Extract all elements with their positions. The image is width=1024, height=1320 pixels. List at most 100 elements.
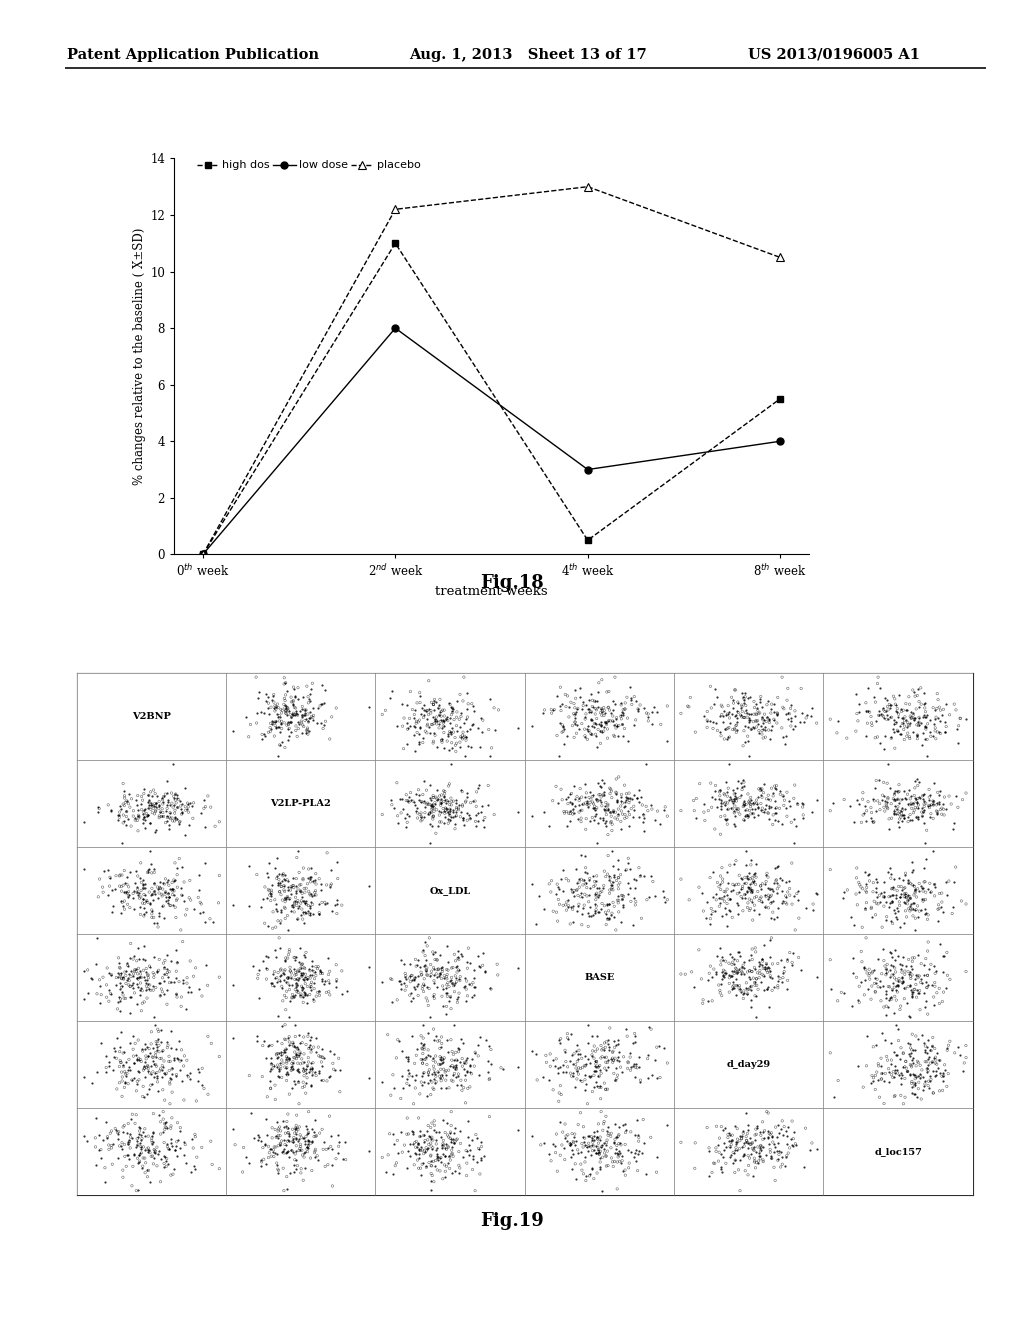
Point bbox=[297, 966, 313, 987]
Point bbox=[510, 1119, 526, 1140]
Point bbox=[575, 1117, 592, 1138]
Point bbox=[129, 810, 145, 832]
Point bbox=[137, 1162, 154, 1183]
Point bbox=[888, 711, 904, 733]
Point bbox=[424, 714, 440, 735]
Point bbox=[590, 774, 606, 795]
Point bbox=[897, 978, 913, 999]
Point bbox=[609, 1126, 626, 1147]
Point bbox=[268, 1127, 285, 1148]
Point bbox=[417, 1131, 433, 1152]
Point bbox=[468, 781, 484, 803]
Point bbox=[952, 708, 969, 729]
Point bbox=[447, 1055, 464, 1076]
Point bbox=[147, 1031, 164, 1052]
Point bbox=[419, 964, 435, 985]
Point bbox=[133, 871, 150, 892]
Point bbox=[288, 946, 304, 968]
Point bbox=[324, 874, 340, 895]
Point bbox=[772, 867, 788, 888]
Point bbox=[608, 768, 625, 789]
Point bbox=[140, 1139, 157, 1160]
Point bbox=[257, 1135, 273, 1156]
Point bbox=[166, 1049, 182, 1071]
Point bbox=[550, 911, 566, 932]
Point bbox=[273, 1142, 290, 1163]
Point bbox=[159, 810, 175, 832]
Point bbox=[881, 862, 897, 883]
Point bbox=[114, 1067, 130, 1088]
Point bbox=[147, 792, 164, 813]
Point bbox=[296, 1147, 312, 1168]
Point bbox=[283, 1034, 299, 1055]
Point bbox=[158, 812, 174, 833]
Point bbox=[98, 1061, 115, 1082]
Point bbox=[744, 792, 761, 813]
Point bbox=[745, 899, 762, 920]
Point bbox=[598, 714, 614, 735]
Point bbox=[910, 711, 927, 733]
Point bbox=[878, 962, 894, 983]
Point bbox=[922, 1039, 938, 1060]
Point bbox=[135, 783, 152, 804]
Point bbox=[687, 1133, 703, 1154]
Point bbox=[262, 1059, 279, 1080]
Point bbox=[920, 705, 936, 726]
Point bbox=[419, 793, 435, 814]
Point bbox=[241, 896, 257, 917]
Point bbox=[133, 1125, 150, 1146]
Point bbox=[130, 1060, 146, 1081]
Point bbox=[762, 961, 778, 982]
Point bbox=[170, 1130, 186, 1151]
Point bbox=[854, 878, 870, 899]
Point bbox=[435, 791, 452, 812]
Point bbox=[910, 944, 927, 965]
Point bbox=[145, 797, 162, 818]
Point bbox=[925, 808, 941, 829]
Point bbox=[858, 876, 874, 898]
Point bbox=[934, 883, 950, 904]
Point bbox=[133, 1142, 150, 1163]
low dose bbox=[774, 433, 786, 449]
Point bbox=[439, 986, 456, 1007]
Point bbox=[295, 870, 311, 891]
Point bbox=[125, 965, 141, 986]
Point bbox=[594, 795, 610, 816]
Point bbox=[143, 903, 160, 924]
Point bbox=[876, 697, 892, 718]
Point bbox=[273, 1130, 290, 1151]
Point bbox=[452, 1119, 468, 1140]
Point bbox=[761, 710, 777, 731]
Point bbox=[768, 797, 784, 818]
Point bbox=[147, 792, 164, 813]
Point bbox=[724, 1130, 740, 1151]
Point bbox=[562, 1063, 579, 1084]
Point bbox=[436, 781, 453, 803]
Point bbox=[824, 793, 841, 814]
Point bbox=[613, 692, 630, 713]
Point bbox=[407, 966, 423, 987]
Point bbox=[618, 807, 635, 828]
Point bbox=[626, 796, 642, 817]
Point bbox=[156, 1152, 172, 1173]
Point bbox=[295, 986, 311, 1007]
Point bbox=[904, 950, 921, 972]
Point bbox=[87, 953, 103, 974]
Point bbox=[158, 1156, 174, 1177]
Point bbox=[715, 888, 731, 909]
Point bbox=[144, 1131, 161, 1152]
Point bbox=[884, 979, 900, 1001]
Point bbox=[622, 1047, 638, 1068]
Point bbox=[891, 804, 907, 825]
Point bbox=[598, 1133, 614, 1154]
Point bbox=[896, 808, 912, 829]
Point bbox=[548, 1123, 564, 1144]
Point bbox=[125, 887, 141, 908]
Point bbox=[288, 1043, 304, 1064]
Point bbox=[161, 1051, 177, 1072]
Point bbox=[769, 1148, 785, 1170]
Point bbox=[737, 731, 754, 752]
Point bbox=[608, 1138, 625, 1159]
Point bbox=[451, 949, 467, 970]
Point bbox=[703, 898, 720, 919]
